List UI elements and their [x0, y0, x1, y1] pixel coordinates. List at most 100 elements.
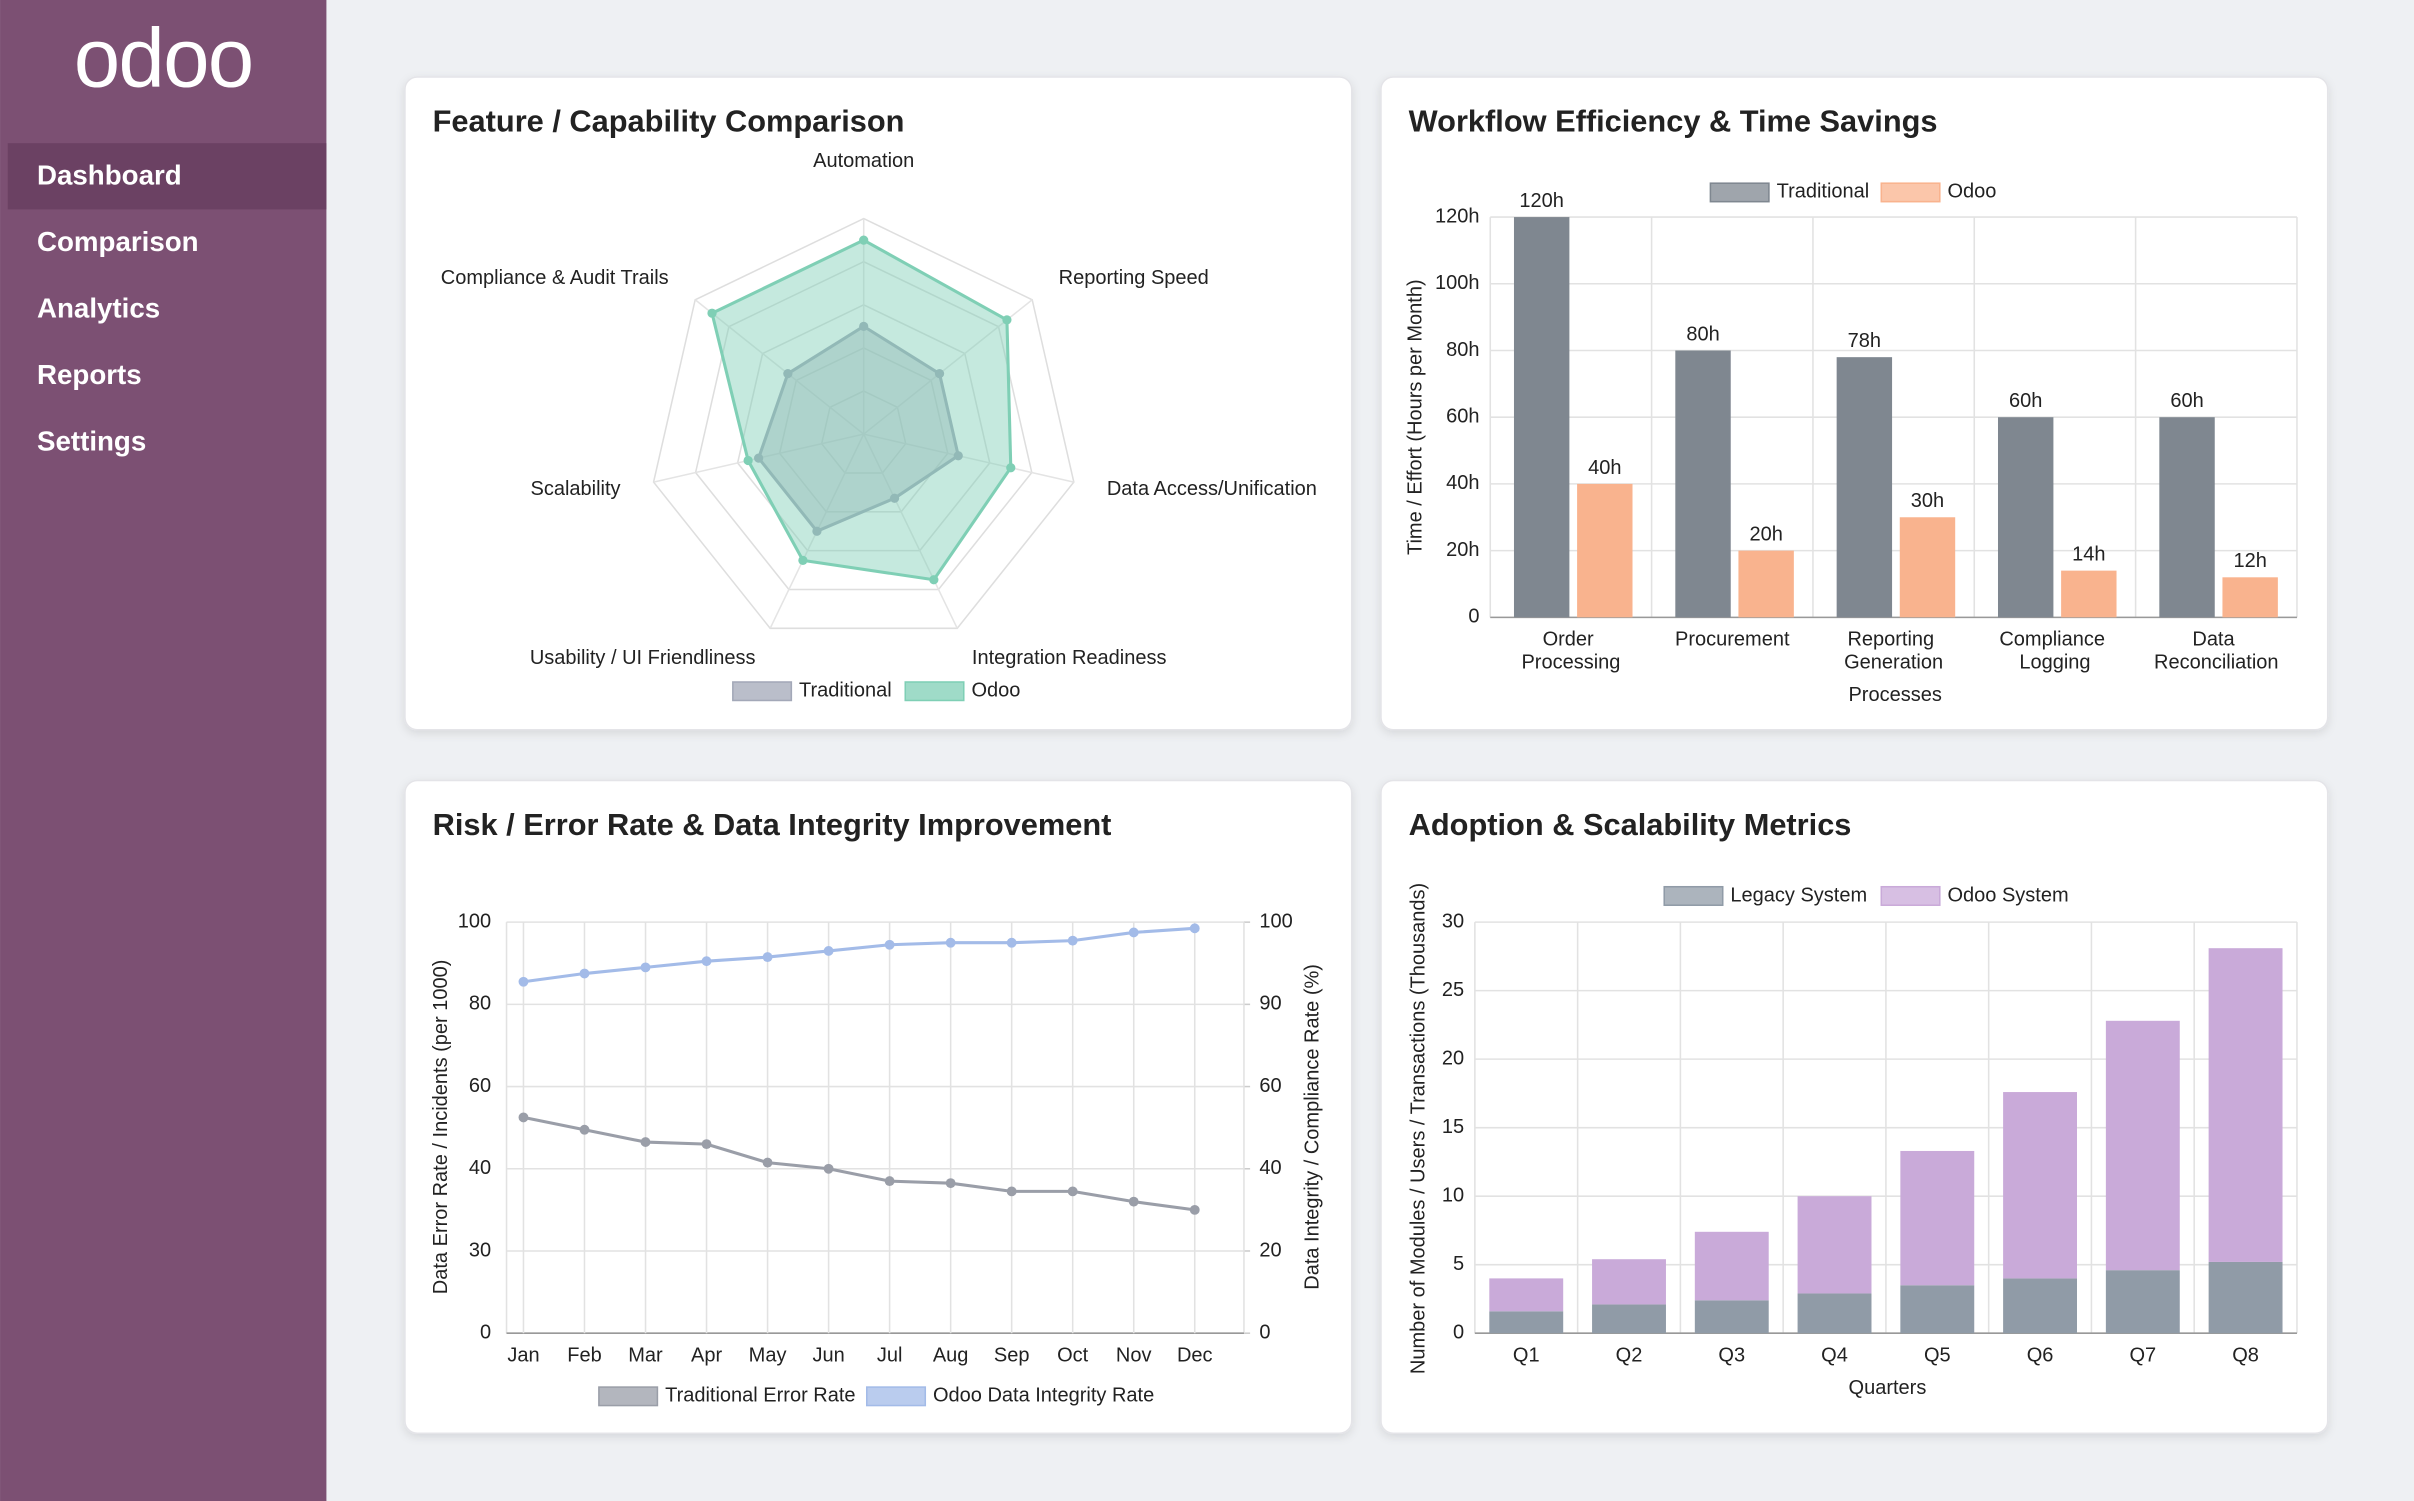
bar-segment [1797, 1293, 1872, 1334]
radar-axis-label: Integration Readiness [972, 647, 1167, 669]
menu-item[interactable]: Reports [37, 359, 142, 390]
bar-segment [1694, 1300, 1769, 1334]
y-axis-label: Time / Effort (Hours per Month) [1405, 279, 1427, 555]
chart-title: Risk / Error Rate & Data Integrity Impro… [433, 807, 1112, 842]
chart-card: Feature / Capability Comparison Automatio… [404, 76, 1353, 731]
y-tick-label: 80h [1446, 339, 1479, 361]
legend-swatch [1663, 885, 1724, 906]
radar-area [710, 238, 1013, 582]
y2-tick-label: 100 [1259, 910, 1292, 932]
cards: Feature / Capability Comparison Automatio… [404, 76, 2329, 1435]
line [523, 926, 1195, 984]
bar [1836, 357, 1893, 618]
radar-point [1002, 315, 1012, 325]
line-point [701, 956, 712, 967]
x-tick-label: Jul [877, 1345, 903, 1367]
line-point [884, 1176, 895, 1187]
legend-label: Odoo Data Integrity Rate [933, 1385, 1154, 1407]
y2-tick-label: 0 [1259, 1321, 1270, 1343]
x-tick-label: Aug [933, 1345, 969, 1367]
legend-swatch [866, 1386, 927, 1407]
radar-ring [694, 260, 1033, 591]
legend-label: Traditional [799, 680, 892, 702]
value-label: 60h [2170, 390, 2203, 412]
value-label: 14h [2072, 544, 2105, 566]
radar-point [859, 235, 869, 245]
line-point [579, 968, 590, 979]
card-background [1380, 779, 2329, 1435]
radar-point [889, 493, 900, 503]
legend-swatch [904, 681, 965, 702]
x-axis-label: Quarters [1849, 1377, 1927, 1399]
legend-label: Legacy System [1730, 884, 1867, 906]
y-tick-label: 0 [480, 1321, 491, 1343]
radar-axis-label: Automation [813, 150, 914, 172]
radar-point [754, 453, 764, 463]
line-point [701, 1139, 712, 1150]
radar-point [934, 369, 945, 379]
y-tick-label: 100h [1435, 272, 1480, 294]
value-label: 40h [1588, 457, 1621, 479]
menu-item[interactable]: Comparison [37, 226, 199, 257]
menu-item[interactable]: Settings [37, 425, 146, 456]
legend-swatch [1709, 182, 1770, 203]
y-axis-label: Data Error Rate / Incidents (per 1000) [430, 960, 452, 1295]
x-tick-label: Oct [1057, 1345, 1089, 1367]
radar-point [798, 555, 808, 565]
y2-axis-label: Data Integrity / Compliance Rate (%) [1302, 964, 1324, 1290]
radar-point [929, 575, 939, 585]
y2-tick-label: 20 [1259, 1239, 1281, 1261]
bar-segment [1900, 1150, 1975, 1286]
y-tick-label: 10 [1442, 1184, 1464, 1206]
x-tick-label: May [749, 1345, 787, 1367]
bar [1577, 483, 1633, 618]
bar [1513, 217, 1570, 618]
bar-segment [1592, 1259, 1666, 1305]
line-point [518, 1112, 529, 1123]
line-point [762, 952, 773, 963]
radar-axis-label: Reporting Speed [1059, 267, 1209, 289]
x-tick-label: Q8 [2232, 1345, 2259, 1367]
bar [2061, 570, 2117, 618]
x-tick-label: Q4 [1821, 1345, 1848, 1367]
bar-segment [1592, 1304, 1666, 1334]
menu-item[interactable]: Analytics [37, 292, 160, 323]
bar-segment [2003, 1092, 2078, 1279]
line-point [823, 945, 834, 956]
legend-label: Traditional Error Rate [665, 1385, 855, 1407]
x-tick-label: Jan [507, 1345, 539, 1367]
chart-title: Workflow Efficiency & Time Savings [1409, 103, 1938, 138]
y-tick-label: 40 [469, 1157, 491, 1179]
y-tick-label: 15 [1442, 1116, 1464, 1138]
menu-item[interactable]: Dashboard [37, 159, 182, 190]
x-tick-label: Q1 [1513, 1345, 1540, 1367]
radar-spoke [863, 433, 1074, 483]
chart-title: Feature / Capability Comparison [433, 103, 905, 138]
radar-ring [652, 217, 1075, 630]
bar-segment [2208, 1261, 2283, 1334]
x-tick-label: Q6 [2027, 1345, 2054, 1367]
radar-point [707, 308, 717, 318]
line-point [1006, 1186, 1017, 1197]
logo: odoo [74, 12, 253, 105]
x-tick-label: Sep [994, 1345, 1030, 1367]
radar-axis-label: Compliance & Audit Trails [441, 267, 669, 289]
line-point [1189, 1204, 1200, 1215]
bar [1738, 550, 1794, 618]
legend-swatch [1880, 885, 1941, 906]
x-tick-label: Apr [691, 1345, 722, 1367]
y-axis-label: Number of Modules / Users / Transactions… [1408, 883, 1430, 1374]
y-tick-label: 60 [469, 1075, 491, 1097]
x-tick-label: Dec [1177, 1345, 1213, 1367]
value-label: 60h [2009, 390, 2042, 412]
y-tick-label: 0 [1453, 1321, 1464, 1343]
value-label: 12h [2233, 550, 2266, 572]
y-tick-label: 40h [1446, 472, 1479, 494]
value-label: 30h [1911, 490, 1944, 512]
bar [1675, 350, 1731, 618]
x-tick-label: Order Processing [1521, 629, 1620, 674]
x-tick-label: Q5 [1924, 1345, 1951, 1367]
bar-segment [1489, 1278, 1564, 1312]
line-point [1189, 923, 1200, 934]
x-tick-label: Jun [812, 1345, 844, 1367]
